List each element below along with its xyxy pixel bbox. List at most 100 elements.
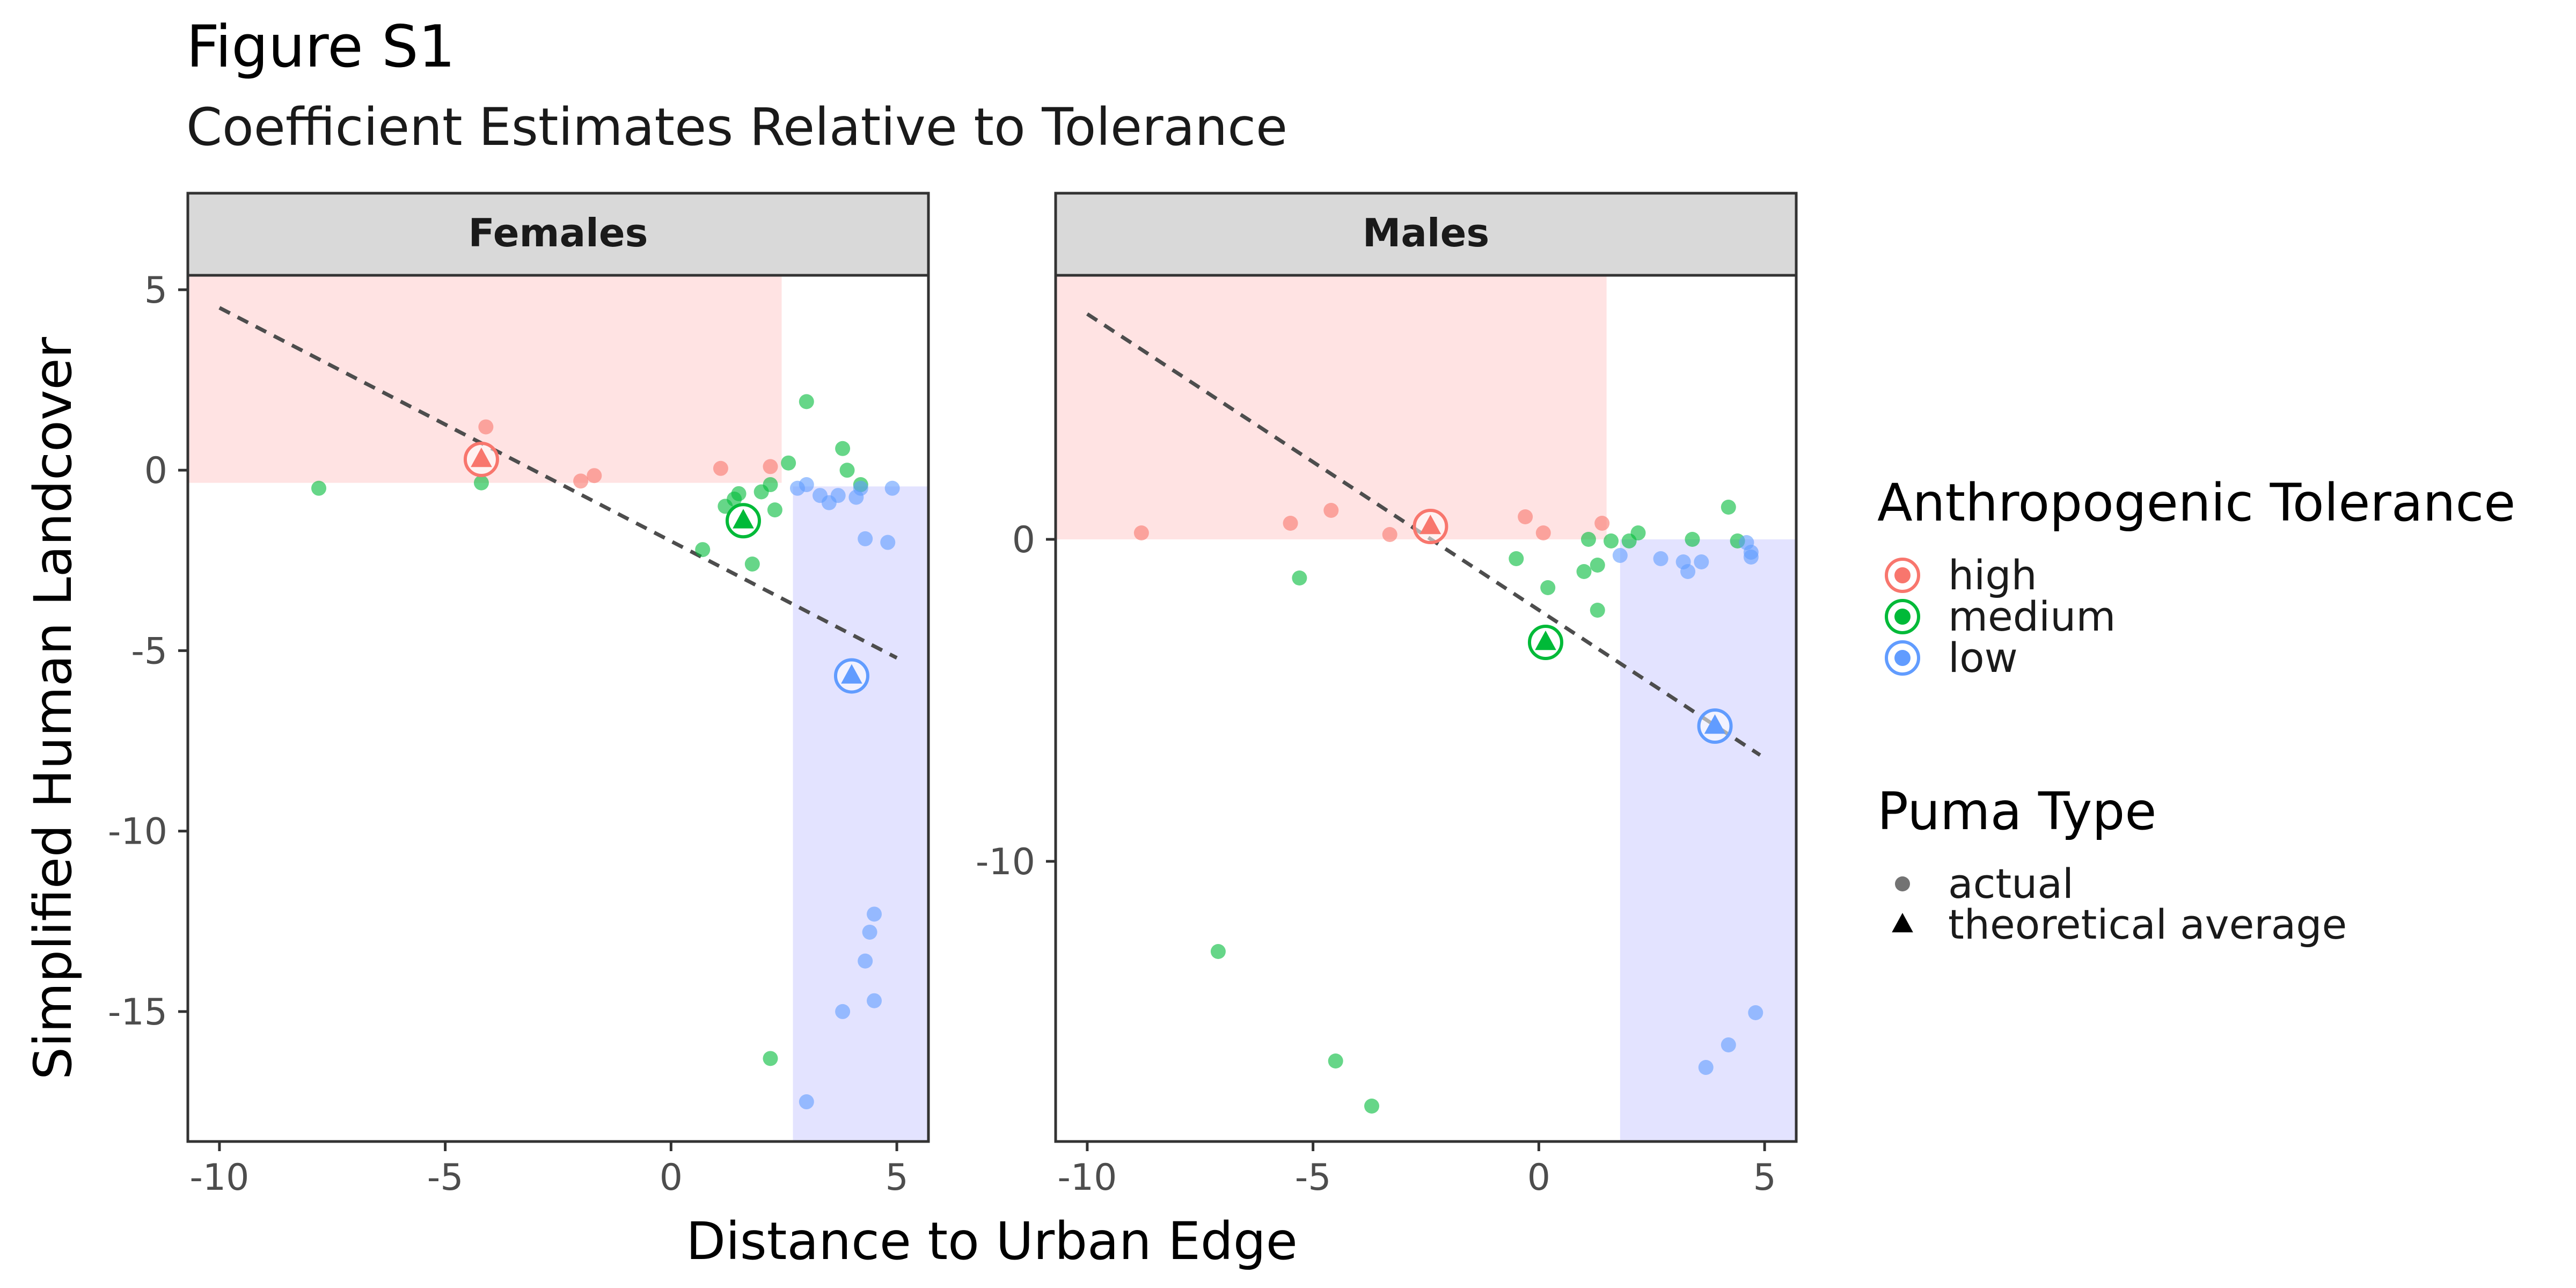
plot-area-females: -10 -5 0 5 5 0 -5 -10 -15 [108, 269, 930, 1199]
data-point-low [1721, 1037, 1736, 1052]
plot-area-males: -10 -5 0 5 0 -10 [976, 274, 1798, 1199]
data-point-medium [473, 475, 489, 491]
data-point-low [862, 924, 877, 940]
legend-label-high: high [1948, 551, 2037, 599]
data-point-high [763, 459, 778, 474]
panel-strip-label: Females [468, 210, 648, 255]
data-point-medium [1364, 1099, 1380, 1114]
x-tick-label: -5 [427, 1157, 464, 1199]
data-point-medium [695, 542, 711, 558]
data-point-medium [1292, 570, 1307, 586]
data-point-low [830, 488, 846, 503]
high-tolerance-zone [1056, 275, 1607, 539]
data-point-medium [1630, 525, 1646, 540]
panel-border [186, 274, 930, 1143]
x-tick-label: 5 [1753, 1157, 1776, 1199]
panel-strip [1054, 192, 1798, 277]
average-triangle-medium [1535, 631, 1556, 650]
data-point-low [1748, 1005, 1763, 1020]
legend-label-puma-type: theoretical average [1948, 901, 2347, 948]
data-point-medium [799, 394, 814, 409]
average-triangle-low [1704, 714, 1726, 734]
data-point-high [1323, 503, 1339, 518]
data-point-medium [781, 455, 796, 471]
data-point-low [858, 531, 873, 546]
data-point-low [1694, 554, 1709, 569]
data-point-high [713, 460, 728, 476]
average-triangle-low [841, 664, 862, 684]
data-point-high [587, 468, 602, 484]
data-point-medium [763, 477, 778, 493]
y-axis-title: Simplified Human Landcover [23, 336, 83, 1080]
y-tick-label: -10 [108, 811, 167, 853]
data-point-low [853, 480, 868, 496]
legend-label-puma-type: actual [1948, 860, 2074, 908]
average-triangle-high [1419, 515, 1441, 535]
trend-line [1086, 312, 1761, 757]
data-point-high [1535, 525, 1551, 540]
data-point-medium [835, 441, 851, 456]
data-point-high [1518, 509, 1533, 524]
data-point-low [835, 1004, 851, 1019]
panel-females: Females -10 -5 0 5 5 0 -5 -10 -15 [108, 192, 930, 1199]
data-point-low [799, 1094, 814, 1110]
data-point-high [1133, 525, 1149, 540]
data-point-medium [1685, 532, 1700, 547]
x-tick-label: -10 [189, 1157, 249, 1199]
x-tick-label: 0 [660, 1157, 683, 1199]
y-tick-label: 5 [144, 269, 167, 312]
low-tolerance-zone [1620, 539, 1796, 1141]
data-point-medium [1604, 533, 1619, 548]
data-point-low [880, 535, 896, 550]
data-point-high [1382, 527, 1397, 542]
data-point-high [573, 473, 589, 489]
y-tick-label: 0 [1012, 519, 1035, 561]
figure-subtitle: Coefficient Estimates Relative to Tolera… [186, 97, 1287, 157]
data-point-low [884, 480, 900, 496]
panel-males: Males -10 -5 0 5 0 -10 [976, 192, 1798, 1199]
data-point-medium [1576, 564, 1592, 579]
data-point-medium [1540, 580, 1556, 595]
data-point-high [1283, 516, 1298, 531]
trend-line [218, 306, 898, 660]
data-point-medium [1580, 532, 1596, 547]
data-point-low [1743, 550, 1759, 565]
y-tick-label: -15 [108, 991, 167, 1034]
y-tick-label: 0 [144, 450, 167, 492]
low-tolerance-zone [793, 486, 928, 1141]
y-tick-label: -10 [976, 841, 1035, 883]
data-point-high [1594, 516, 1610, 531]
legend-symbol-theoretical-average [1892, 913, 1913, 933]
data-point-medium [744, 557, 760, 572]
legend-label-low: low [1948, 634, 2018, 682]
data-point-medium [767, 502, 782, 518]
figure-title: Figure S1 [186, 13, 455, 80]
legend-label-medium: medium [1948, 592, 2116, 640]
data-point-low [1612, 548, 1628, 563]
data-point-medium [1509, 551, 1524, 566]
data-point-medium [1590, 603, 1605, 618]
data-point-low [799, 477, 814, 493]
data-point-low [1680, 564, 1696, 579]
data-point-medium [311, 480, 327, 496]
data-point-medium [1721, 500, 1736, 515]
data-point-medium [1590, 558, 1605, 573]
legend-dot-high [1894, 567, 1911, 583]
average-triangle-medium [733, 509, 754, 529]
legend-title-puma: Puma Type [1877, 781, 2156, 841]
panel-strip-label: Males [1363, 210, 1490, 255]
data-point-low [867, 993, 882, 1008]
legend-dot-low [1894, 650, 1911, 666]
data-point-low [867, 906, 882, 922]
x-tick-label: -10 [1057, 1157, 1117, 1199]
x-tick-label: 0 [1527, 1157, 1550, 1199]
data-point-high [478, 419, 494, 435]
data-point-medium [839, 463, 855, 478]
y-tick-label: -5 [131, 630, 167, 672]
panel-border [1054, 274, 1798, 1143]
data-point-medium [1210, 944, 1226, 959]
data-point-low [858, 953, 873, 969]
